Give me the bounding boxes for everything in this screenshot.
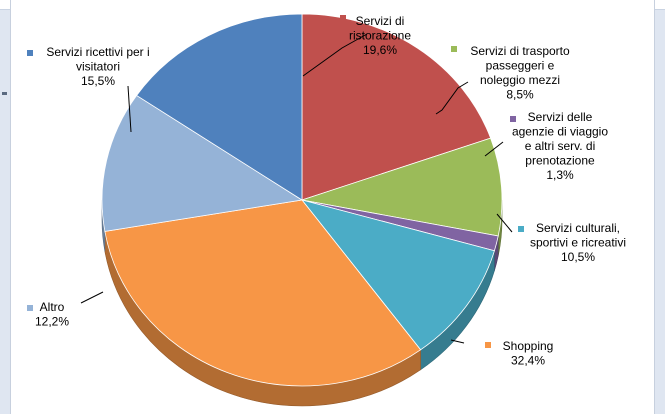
category-label-shopping: Shopping (503, 339, 554, 353)
leader-line-servizi-culturali-sportivi-e-ricreativi (496, 213, 513, 233)
category-label-servizi-di-trasporto-passeggeri-e-noleggio-mezzi: passeggeri e (486, 59, 555, 73)
category-label-servizi-delle-agenzie-di-viaggio-e-altri-serv-di-prenotazione: Servizi delle (528, 110, 593, 124)
label-key-servizi-ricettivi-per-i-visitatori (27, 50, 33, 56)
pie-slices (101, 13, 503, 387)
data-label-servizi-di-trasporto-passeggeri-e-noleggio-mezzi: 8,5% (506, 88, 534, 102)
data-label-servizi-delle-agenzie-di-viaggio-e-altri-serv-di-prenotazione: 1,3% (546, 168, 574, 182)
pie-slice-servizi-ricettivi-per-i-visitatori (136, 13, 303, 201)
data-label-servizi-di-ristorazione: 19,6% (363, 43, 397, 57)
data-label-servizi-ricettivi-per-i-visitatori: 15,5% (81, 74, 115, 88)
category-label-servizi-delle-agenzie-di-viaggio-e-altri-serv-di-prenotazione: agenzie di viaggio (512, 125, 608, 139)
data-label-altro: 12,2% (35, 315, 69, 329)
leader-line-servizi-di-trasporto-passeggeri-e-noleggio-mezzi (435, 81, 469, 115)
leader-line-servizi-delle-agenzie-di-viaggio-e-altri-serv-di-prenotazione (484, 141, 504, 157)
label-key-servizi-delle-agenzie-di-viaggio-e-altri-serv-di-prenotazione (510, 116, 516, 122)
pie-slice-servizi-di-trasporto-passeggeri-e-noleggio-mezzi (301, 137, 503, 237)
leader-line-altro (80, 291, 104, 304)
pie-slice-servizi-culturali-sportivi-e-ricreativi (300, 199, 495, 351)
label-key-servizi-culturali-sportivi-e-ricreativi (518, 226, 524, 232)
label-key-altro (27, 305, 33, 311)
category-label-servizi-delle-agenzie-di-viaggio-e-altri-serv-di-prenotazione: prenotazione (525, 154, 595, 168)
edge-marker (2, 92, 7, 95)
leader-line-servizi-di-ristorazione (302, 33, 368, 77)
pie-slice-shopping (104, 199, 422, 387)
data-label-servizi-culturali-sportivi-e-ricreativi: 10,5% (561, 250, 595, 264)
category-label-servizi-di-trasporto-passeggeri-e-noleggio-mezzi: Servizi di trasporto (470, 44, 570, 58)
category-label-servizi-di-ristorazione: Servizi di (356, 14, 405, 28)
category-label-altro: Altro (40, 300, 65, 314)
label-key-servizi-di-trasporto-passeggeri-e-noleggio-mezzi (451, 46, 457, 52)
category-label-servizi-culturali-sportivi-e-ricreativi: Servizi culturali, (536, 221, 620, 235)
label-key-shopping (485, 342, 491, 348)
category-label-servizi-ricettivi-per-i-visitatori: Servizi ricettivi per i (46, 45, 149, 59)
data-label-shopping: 32,4% (511, 354, 545, 368)
category-label-servizi-ricettivi-per-i-visitatori: visitatori (76, 60, 120, 74)
category-label-servizi-culturali-sportivi-e-ricreativi: sportivi e ricreativi (530, 236, 626, 250)
category-label-servizi-delle-agenzie-di-viaggio-e-altri-serv-di-prenotazione: e altri serv. di (525, 139, 595, 153)
pie-slice-altro (101, 94, 304, 232)
leader-line-shopping (450, 339, 465, 344)
label-key-servizi-di-ristorazione (340, 15, 346, 21)
category-label-servizi-di-trasporto-passeggeri-e-noleggio-mezzi: noleggio mezzi (480, 73, 560, 87)
category-label-servizi-di-ristorazione: ristorazione (349, 29, 411, 43)
leader-line-servizi-ricettivi-per-i-visitatori (127, 85, 132, 133)
